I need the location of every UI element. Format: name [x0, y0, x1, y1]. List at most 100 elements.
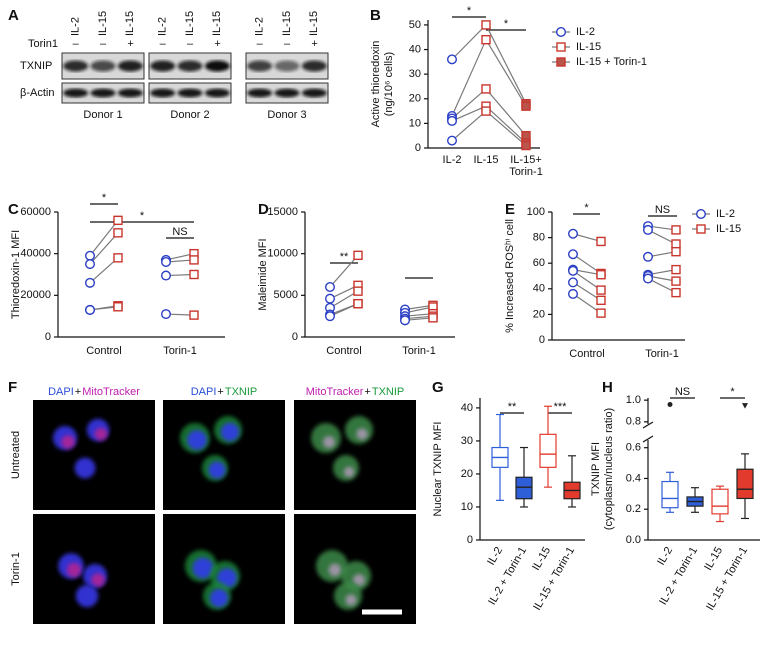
pair-line — [485, 88, 527, 137]
y-tick-label: 40000 — [20, 248, 51, 260]
point — [556, 42, 566, 52]
x-tick-label: Torin-1 — [163, 345, 197, 357]
y-tick-label: 40 — [533, 283, 545, 295]
significance-label: * — [140, 210, 145, 222]
y-axis-title: Nuclear TXNIP MFI — [432, 422, 444, 517]
point — [84, 304, 95, 315]
box — [539, 433, 557, 468]
point — [568, 288, 579, 299]
point — [84, 277, 95, 288]
significance-label: * — [102, 192, 107, 204]
panel-letter: F — [8, 379, 17, 396]
legend-label: IL-2 — [576, 26, 595, 38]
nucleus — [74, 457, 96, 479]
y-axis-title: TXNIP MFI — [590, 442, 602, 496]
y-axis-title: Maleimide MFI — [257, 238, 269, 310]
significance-label: * — [730, 386, 735, 398]
point — [84, 259, 95, 270]
torin-sign: – — [73, 38, 80, 50]
pair-line — [485, 39, 527, 107]
lane-label: IL-15 — [308, 11, 320, 36]
y-tick-label: 30 — [409, 68, 421, 80]
y-tick-label: 20 — [461, 468, 473, 480]
micrograph — [33, 400, 155, 510]
point — [568, 249, 579, 260]
header-word: TXNIP — [372, 386, 404, 398]
point — [481, 34, 491, 45]
point — [671, 287, 681, 298]
y-tick-label: 0.2 — [626, 503, 641, 515]
outlier — [742, 403, 748, 409]
nucleus — [217, 568, 237, 588]
lane-label: IL-2 — [254, 17, 266, 36]
torin-sign: – — [100, 38, 107, 50]
nucleus — [208, 461, 226, 479]
blot-band — [247, 88, 273, 98]
y-tick-label: 10000 — [267, 248, 298, 260]
lane-label: IL-15 — [124, 11, 136, 36]
panel-letter: G — [432, 379, 444, 396]
label-line: Torin-1 — [509, 166, 543, 178]
donor-label: Donor 3 — [267, 109, 306, 121]
legend-label: IL-15 — [576, 41, 601, 53]
lane-label: IL-15 — [211, 11, 223, 36]
y-tick-label: 0 — [415, 142, 421, 154]
y-axis-title: Thioredoxin-1 MFI — [10, 230, 22, 319]
x-tick-label: IL-2 — [655, 545, 675, 567]
header-word: DAPI — [48, 386, 74, 398]
point — [189, 255, 199, 265]
nucleus — [187, 430, 207, 450]
x-tick-label: IL-2 — [443, 154, 462, 166]
point — [325, 293, 336, 304]
y-tick-label: 40 — [461, 402, 473, 414]
treatment-label: Torin1 — [28, 38, 58, 50]
micrograph — [163, 400, 285, 510]
significance-label: * — [584, 202, 589, 214]
y-tick-label: 40 — [409, 43, 421, 55]
y-tick-label: 0.4 — [626, 472, 641, 484]
x-tick-label: IL-15 — [530, 545, 553, 573]
pair-line — [485, 105, 527, 144]
header-word: + — [364, 386, 370, 398]
mito — [328, 563, 342, 577]
nucleus — [209, 588, 229, 608]
pair-line — [451, 39, 487, 117]
blot-band — [150, 60, 176, 72]
point — [521, 101, 531, 111]
point — [596, 285, 606, 295]
y-tick-label: 60 — [533, 257, 545, 269]
nucleus — [220, 422, 240, 442]
y-tick-label: 0.8 — [626, 416, 641, 428]
blot-band — [63, 88, 89, 98]
blot-row-label: β-Actin — [20, 87, 54, 99]
significance-label: NS — [172, 226, 187, 238]
blot-band — [301, 88, 327, 98]
blot-band — [177, 60, 203, 72]
y-axis-title: (cytoplasm/nucleus ratio) — [603, 408, 615, 530]
y-tick-label: 10 — [461, 501, 473, 513]
y-tick-label: 0 — [45, 331, 51, 343]
legend-label: IL-15 — [716, 223, 741, 235]
blot-band — [90, 88, 116, 98]
blot-band — [301, 60, 327, 72]
panel-letter: H — [602, 379, 613, 396]
point — [643, 251, 654, 262]
lane-label: IL-2 — [157, 17, 169, 36]
point — [325, 311, 336, 322]
point — [671, 246, 681, 257]
x-tick-label: IL-2 — [485, 545, 505, 567]
point — [353, 286, 363, 296]
y-tick-label: 20 — [409, 93, 421, 105]
y-tick-label: 5000 — [274, 289, 298, 301]
axis-break — [642, 421, 654, 429]
significance-label: * — [467, 5, 472, 17]
point — [447, 54, 458, 65]
mito — [91, 573, 105, 587]
blot-band — [117, 60, 143, 72]
point — [428, 313, 438, 323]
point — [160, 257, 171, 268]
pair-line — [89, 219, 119, 257]
y-axis-title: Active thioredoxin — [370, 41, 382, 128]
significance-label: * — [504, 18, 509, 30]
blot-band — [204, 88, 230, 98]
